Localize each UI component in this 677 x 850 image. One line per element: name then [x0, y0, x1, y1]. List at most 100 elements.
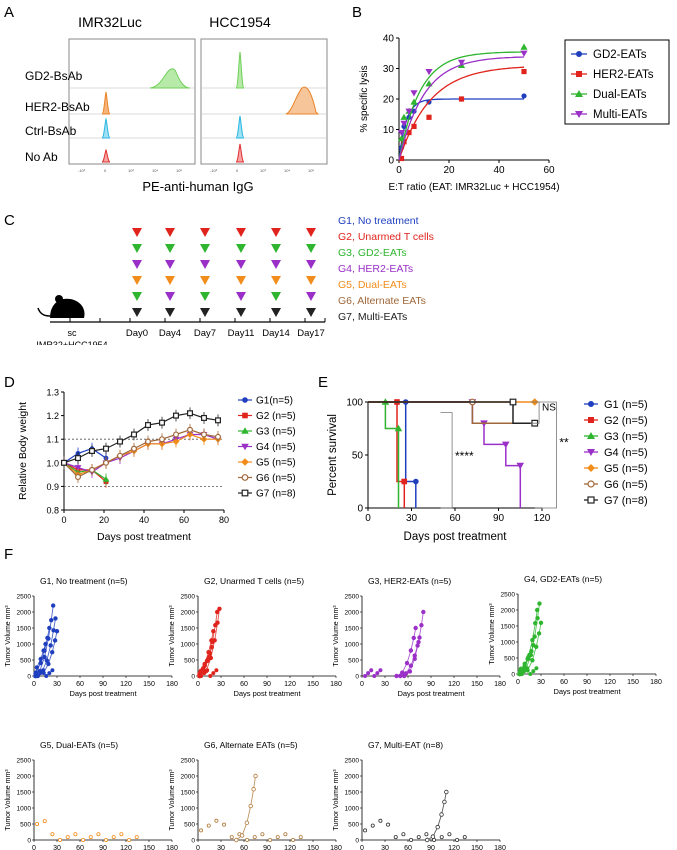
x-tick-label: 90: [427, 681, 435, 688]
growth-point: [518, 666, 524, 672]
x-tick-label: 120: [120, 681, 132, 688]
tumor-point: [58, 837, 63, 842]
day-label: Day7: [194, 328, 216, 339]
growth-point: [214, 609, 220, 615]
x-tick-label: 120: [284, 681, 296, 688]
x-tick-label: 60: [179, 515, 189, 525]
row-label-noab: No Ab: [25, 150, 58, 164]
y-tick-label: 500: [20, 658, 31, 665]
x-tick-label: 0: [396, 165, 402, 176]
growth-point: [444, 789, 449, 795]
tumor-point: [211, 671, 216, 676]
tumor-point: [439, 835, 444, 840]
growth-point: [217, 606, 222, 611]
censor-mark: [501, 441, 510, 449]
tumor-point: [378, 668, 383, 673]
legend-marker: [588, 417, 594, 423]
legend-label: G5 (n=5): [256, 458, 296, 469]
tumor-point: [88, 835, 93, 840]
x-tick-label: 30: [53, 845, 61, 850]
tumor-point: [47, 671, 52, 676]
x-tick-label: 180: [650, 679, 662, 686]
y-tick-label: 2500: [345, 594, 360, 601]
data-point: [173, 431, 180, 438]
x-tick-label: 0: [365, 513, 371, 524]
data-point: [405, 108, 413, 115]
y-tick-label: 2500: [501, 592, 516, 599]
growth-point: [435, 824, 440, 830]
growth-point: [34, 665, 40, 670]
y-tick-label: 2000: [181, 774, 196, 781]
growth-point: [51, 628, 56, 633]
legend-marker: [587, 496, 595, 504]
plot-title: G3, HER2-EATs (n=5): [368, 576, 451, 586]
survival-line-3: [368, 401, 400, 508]
sc-label: sc: [68, 328, 78, 338]
injection-marker: [236, 228, 246, 237]
annotation-2: NS: [542, 402, 556, 413]
injection-marker: [236, 260, 246, 269]
y-tick-label: 500: [348, 822, 359, 829]
fit-curve-3: [398, 51, 524, 161]
legend-marker: [241, 474, 249, 481]
bracket-1: [440, 412, 453, 509]
injection-marker: [236, 276, 246, 285]
hist-ticks: -10³ 0 10³ 10⁴ 10⁵ -10³ 0 10³ 10⁴ 10⁵: [78, 168, 314, 173]
panel-label-d: D: [4, 374, 15, 391]
legend-label: G1(n=5): [256, 396, 293, 407]
data-point: [173, 412, 180, 419]
day-label: Day11: [228, 328, 255, 339]
tumor-plot-7: G7, Multi-EAT (n=8) 0 30 60 90 120 150 180 0 500 1…: [333, 740, 506, 850]
y-tick-label: 30: [383, 64, 395, 75]
tumor-point: [96, 832, 101, 837]
survival-line-1: [368, 401, 417, 508]
y-tick-label: 1500: [345, 626, 360, 633]
tumor-plot-3: G3, HER2-EATs (n=5) 0 30 60 90 120 150 180 0 500 1…: [333, 576, 506, 698]
injection-marker: [306, 244, 316, 253]
data-point: [215, 417, 222, 424]
growth-point: [538, 620, 544, 625]
tumor-point: [291, 837, 296, 842]
tumor-point: [409, 837, 414, 842]
lysis-chart: 0 20 40 60 0 10 20 30 40 E:T ratio (EAT: IMR32Luc…: [359, 34, 670, 193]
y-tick-label: 500: [348, 658, 359, 665]
growth-point: [212, 638, 217, 643]
injection-marker: [132, 244, 142, 253]
growth-point: [198, 668, 204, 674]
x-tick-label: 180: [494, 681, 506, 688]
y-tick-label: 1.1: [46, 435, 59, 445]
x-tick-label: 150: [307, 681, 319, 688]
data-point: [397, 129, 406, 137]
hist-gd2-imr32: [149, 68, 191, 89]
growth-point: [45, 635, 50, 641]
growth-point: [47, 625, 52, 631]
growth-point: [50, 650, 55, 655]
schedule-legend-item: G6, Alternate EATs: [338, 295, 426, 307]
svg-text:10⁴: 10⁴: [284, 168, 290, 173]
growth-point: [525, 656, 530, 661]
panel-label-a: A: [4, 4, 15, 21]
hist-frame-right: [200, 38, 328, 165]
growth-point: [415, 643, 420, 648]
injection-marker: [132, 308, 142, 317]
y-tick-label: 1500: [17, 790, 32, 797]
tumor-point: [455, 837, 460, 842]
tumor-point: [432, 837, 437, 842]
legend-marker: [242, 412, 248, 419]
plot-title: G1, No treatment (n=5): [40, 576, 128, 586]
tumor-point: [229, 835, 234, 840]
x-tick-label: 60: [76, 845, 84, 850]
y-tick-label: 1000: [17, 806, 32, 813]
y-tick-label: 500: [20, 822, 31, 829]
tumor-point: [214, 818, 219, 823]
svg-text:-10³: -10³: [210, 168, 218, 173]
growth-curve: [36, 618, 56, 677]
data-point: [410, 98, 418, 105]
x-tick-label: 120: [120, 845, 132, 850]
growth-point: [239, 833, 245, 838]
svg-text:10³: 10³: [128, 168, 134, 173]
censor-mark: [516, 462, 525, 470]
flow-histograms: IMR32Luc HCC1954 GD2-BsAb HER2-BsAb Ctrl…: [25, 14, 328, 194]
growth-point: [215, 620, 220, 625]
day-label: Day14: [262, 328, 289, 339]
